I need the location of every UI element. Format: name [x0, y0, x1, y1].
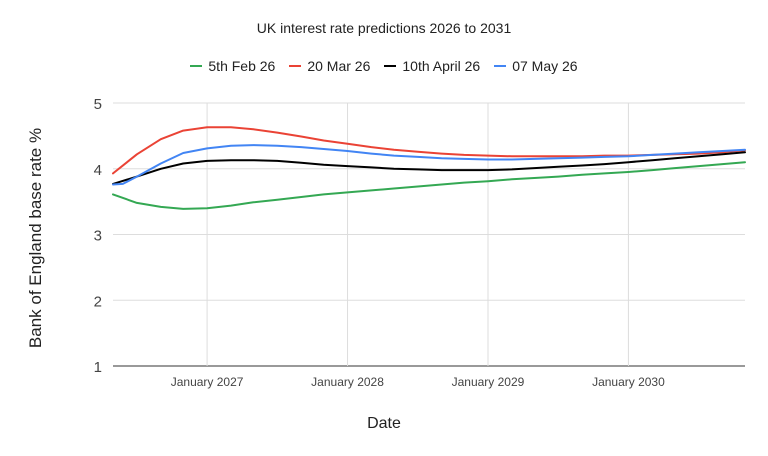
legend: 5th Feb 26 20 Mar 26 10th April 26 07 May 2… [0, 58, 768, 74]
x-tick-label-2: January 2029 [452, 375, 525, 389]
x-axis-label: Date [367, 415, 401, 432]
legend-swatch-1 [289, 65, 302, 67]
series-line-2 [112, 151, 746, 185]
x-tick-label-3: January 2030 [592, 375, 665, 389]
legend-item-1: 20 Mar 26 [289, 58, 370, 74]
legend-label-3: 07 May 26 [512, 58, 578, 74]
y-tick-label-2: 2 [94, 293, 102, 310]
legend-label-1: 20 Mar 26 [307, 58, 371, 74]
y-tick-label-3: 3 [94, 228, 102, 245]
legend-label-2: 10th April 26 [402, 58, 481, 74]
legend-swatch-2 [384, 65, 397, 67]
legend-swatch-3 [494, 65, 507, 67]
legend-item-3: 07 May 26 [494, 58, 578, 74]
y-axis-label: Bank of England base rate % [26, 127, 45, 349]
y-tick-label-5: 5 [94, 96, 102, 113]
series-line-1 [112, 126, 746, 175]
y-tick-label-1: 1 [94, 359, 102, 376]
legend-label-0: 5th Feb 26 [208, 58, 276, 74]
legend-swatch-0 [190, 65, 203, 67]
x-tick-label-1: January 2028 [311, 375, 384, 389]
legend-item-0: 5th Feb 26 [190, 58, 275, 74]
series-line-3 [112, 144, 746, 186]
x-tick-label-0: January 2027 [171, 375, 244, 389]
legend-item-2: 10th April 26 [384, 58, 480, 74]
chart-title: UK interest rate predictions 2026 to 203… [256, 20, 512, 36]
y-tick-label-4: 4 [94, 162, 102, 179]
series-line-0 [112, 161, 746, 210]
